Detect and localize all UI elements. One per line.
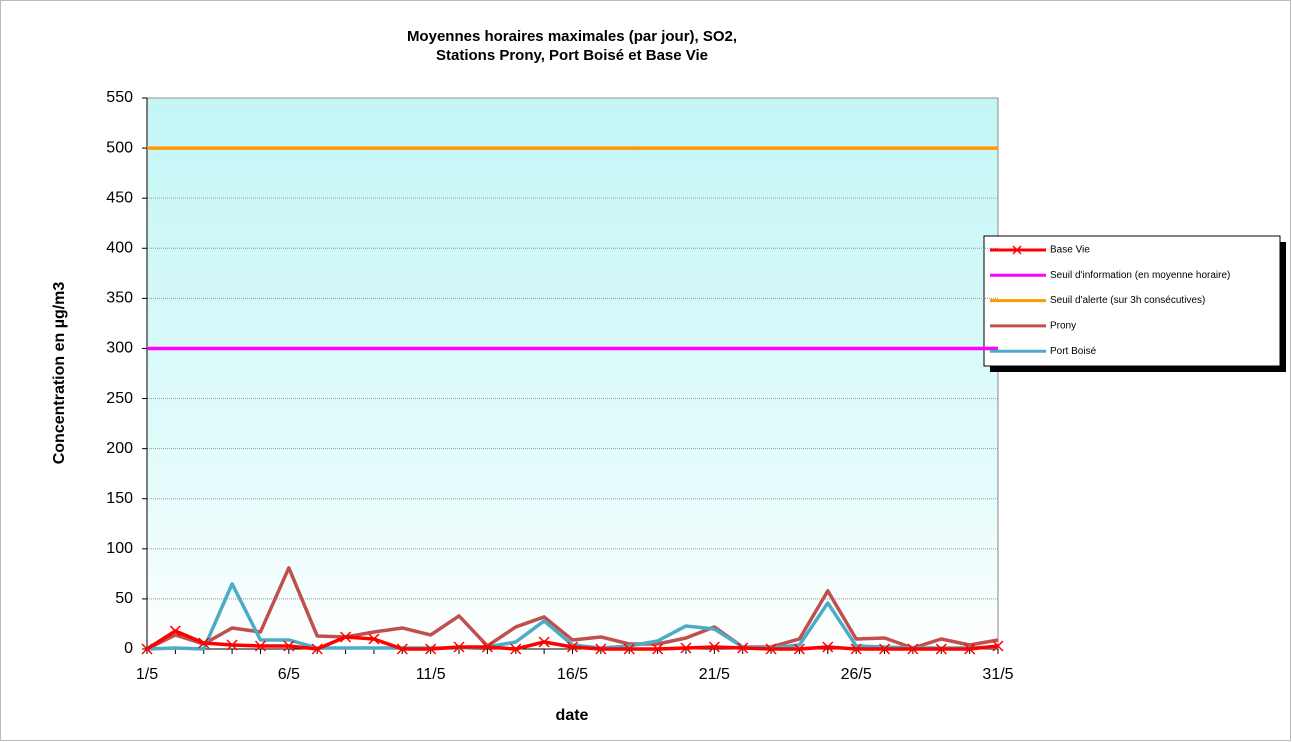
point-marker: [340, 631, 352, 643]
x-tick-label: 1/5: [136, 666, 158, 683]
point-marker: [141, 643, 153, 655]
point-marker: [765, 643, 777, 655]
y-tick-label: 50: [115, 590, 133, 607]
point-marker: [283, 640, 295, 652]
point-marker: [311, 643, 323, 655]
y-tick-label: 0: [124, 640, 133, 657]
point-marker: [708, 641, 720, 653]
x-tick-label: 16/5: [557, 666, 588, 683]
y-tick-label: 350: [106, 290, 133, 307]
x-axis-label: date: [556, 707, 589, 724]
chart-title: Moyennes horaires maximales (par jour), …: [407, 28, 737, 45]
y-tick-label: 200: [106, 440, 133, 457]
point-marker: [198, 637, 210, 649]
point-marker: [538, 636, 550, 648]
point-marker: [652, 643, 664, 655]
y-tick-label: 400: [106, 239, 133, 256]
legend-marker: [1012, 245, 1022, 255]
point-marker: [510, 643, 522, 655]
legend-label: Seuil d'information (en moyenne horaire): [1050, 270, 1230, 281]
point-marker: [680, 642, 692, 654]
legend-label: Port Boisé: [1050, 346, 1097, 357]
point-marker: [453, 641, 465, 653]
point-marker: [992, 640, 1004, 652]
point-marker: [481, 641, 493, 653]
y-tick-label: 100: [106, 540, 133, 557]
point-marker: [623, 643, 635, 655]
x-tick-label: 31/5: [982, 666, 1013, 683]
point-marker: [169, 625, 181, 637]
legend-label: Prony: [1050, 321, 1076, 332]
x-tick-label: 11/5: [416, 666, 446, 683]
point-marker: [879, 643, 891, 655]
series-line: [146, 582, 999, 651]
plot-area: [146, 97, 999, 650]
point-marker: [226, 639, 238, 651]
legend-label: Base Vie: [1050, 245, 1090, 256]
x-tick-label: 6/5: [278, 666, 300, 683]
point-marker: [737, 642, 749, 654]
series-line: [146, 566, 999, 651]
point-marker: [907, 643, 919, 655]
point-marker: [566, 641, 579, 653]
point-marker: [793, 643, 805, 655]
y-tick-label: 500: [106, 139, 133, 156]
y-tick-label: 300: [106, 340, 133, 357]
y-tick-label: 150: [106, 490, 133, 507]
point-marker: [425, 643, 437, 655]
chart-subtitle: Stations Prony, Port Boisé et Base Vie: [436, 47, 708, 64]
x-tick-label: 26/5: [841, 666, 872, 683]
x-tick-label: 21/5: [699, 666, 730, 683]
point-marker: [935, 643, 947, 655]
point-marker: [368, 633, 380, 645]
y-axis-label: Concentration en µg/m3: [51, 282, 68, 465]
point-marker: [822, 641, 834, 653]
point-marker: [396, 643, 408, 655]
point-marker: [254, 640, 266, 652]
y-tick-label: 550: [106, 89, 133, 106]
point-marker: [850, 643, 862, 655]
legend-label: Seuil d'alerte (sur 3h consécutives): [1050, 295, 1205, 306]
y-tick-label: 450: [106, 189, 133, 206]
y-tick-label: 250: [106, 390, 133, 407]
point-marker: [964, 643, 976, 655]
point-marker: [595, 643, 607, 655]
